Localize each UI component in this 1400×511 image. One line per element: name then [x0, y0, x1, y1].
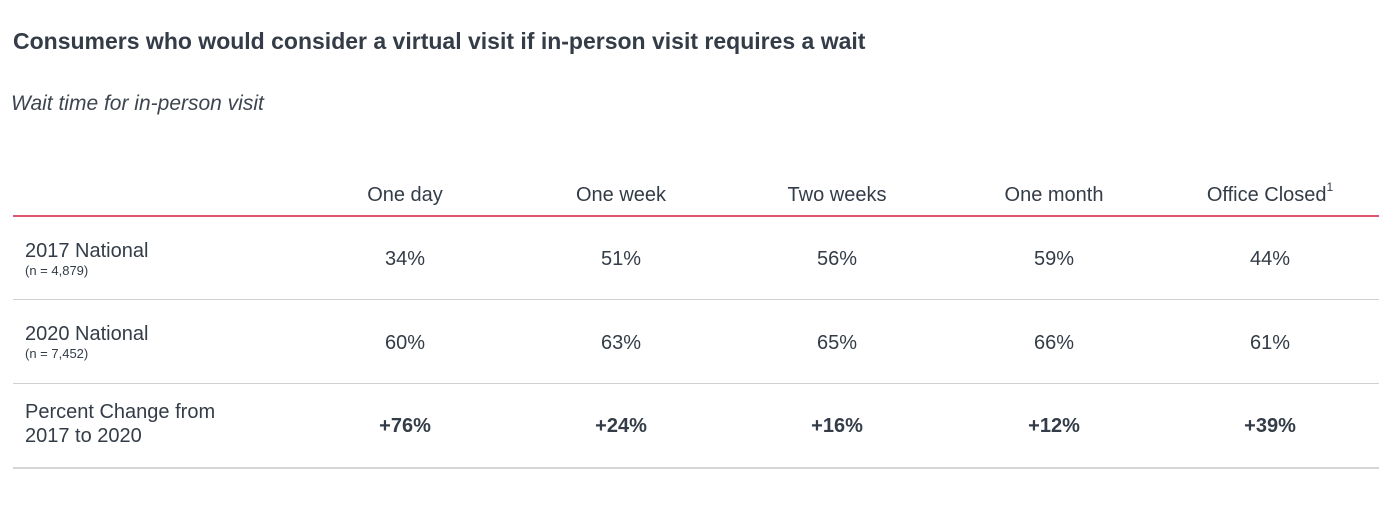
cell-change-office-closed: +39%: [1244, 415, 1296, 437]
cell-change-one-month: +12%: [1028, 415, 1080, 437]
table-header-row: One day One week Two weeks One month Off…: [13, 180, 1379, 217]
cell-2020-office-closed: 61%: [1249, 332, 1291, 354]
cell-change-two-weeks: +16%: [811, 415, 863, 437]
cell-2020-two-weeks: 65%: [816, 332, 858, 354]
table-row-percent-change: Percent Change from 2017 to 2020 +76% +2…: [13, 384, 1379, 469]
row-label-2017: 2017 National (n = 4,879): [25, 240, 149, 278]
column-header-office-closed: Office Closed1: [1206, 180, 1334, 206]
cell-change-one-day: +76%: [379, 415, 431, 437]
page-title: Consumers who would consider a virtual v…: [13, 28, 866, 54]
cell-2020-one-week: 63%: [600, 332, 642, 354]
cell-2017-two-weeks: 56%: [816, 248, 858, 270]
column-header-one-day: One day: [367, 184, 443, 206]
table-subtitle: Wait time for in-person visit: [11, 92, 264, 115]
cell-2020-one-day: 60%: [384, 332, 426, 354]
column-header-two-weeks: Two weeks: [787, 184, 887, 206]
row-label-2020: 2020 National (n = 7,452): [25, 323, 149, 361]
row-sample-size-2017: (n = 4,879): [25, 263, 89, 278]
footnote-marker: 1: [1326, 180, 1334, 194]
row-label-percent-change: Percent Change from 2017 to 2020: [25, 401, 216, 447]
cell-2017-one-day: 34%: [384, 248, 426, 270]
table-row-2017: 2017 National (n = 4,879) 34% 51% 56% 59…: [13, 217, 1379, 300]
comparison-table: One day One week Two weeks One month Off…: [13, 180, 1379, 469]
column-header-one-week: One week: [575, 184, 667, 206]
table-row-2020: 2020 National (n = 7,452) 60% 63% 65% 66…: [13, 300, 1379, 384]
cell-2017-one-week: 51%: [600, 248, 642, 270]
cell-2017-office-closed: 44%: [1249, 248, 1291, 270]
cell-2020-one-month: 66%: [1033, 332, 1075, 354]
row-sample-size-2020: (n = 7,452): [25, 346, 89, 361]
cell-2017-one-month: 59%: [1033, 248, 1075, 270]
column-header-one-month: One month: [1004, 184, 1104, 206]
cell-change-one-week: +24%: [595, 415, 647, 437]
